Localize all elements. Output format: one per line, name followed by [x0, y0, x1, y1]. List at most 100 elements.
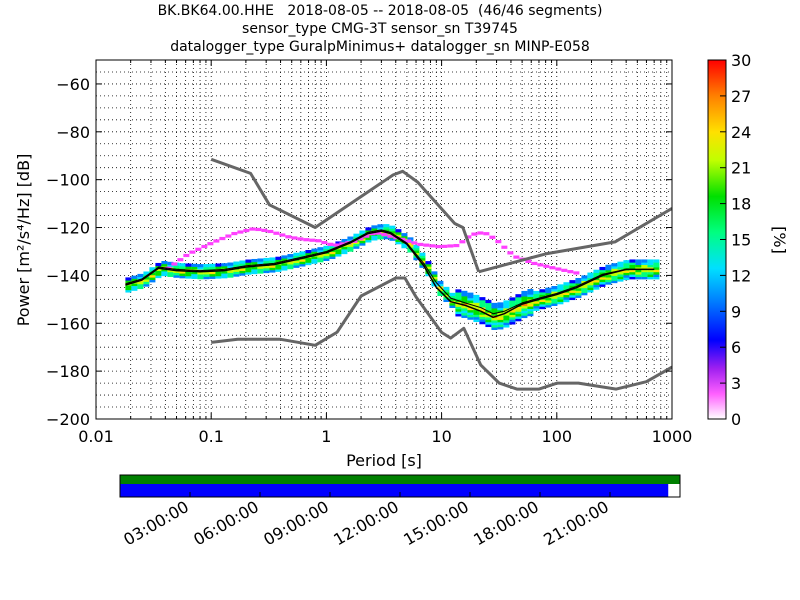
density-cell	[197, 271, 204, 275]
density-cell	[641, 261, 648, 266]
density-cell	[563, 291, 570, 296]
density-cell	[641, 266, 648, 270]
density-cell	[233, 261, 240, 265]
density-cell-tail	[459, 240, 466, 244]
density-cell	[653, 261, 660, 266]
density-cell	[479, 301, 486, 306]
density-cell	[269, 257, 276, 261]
density-cell	[599, 269, 606, 273]
density-cell	[653, 259, 660, 263]
density-cell	[437, 288, 444, 292]
title-line-3: datalogger_type GuralpMinimus+ datalogge…	[170, 39, 590, 55]
density-cell	[413, 256, 420, 261]
density-cell	[515, 308, 522, 312]
density-cell	[473, 299, 480, 303]
y-tick-label: −80	[56, 123, 90, 142]
density-cell	[191, 273, 198, 277]
density-cell	[299, 263, 306, 267]
density-cell	[347, 248, 354, 252]
density-cell	[593, 279, 600, 283]
density-cell	[605, 276, 612, 280]
density-cell	[149, 276, 156, 280]
density-cell	[527, 301, 534, 305]
density-cell	[197, 266, 204, 270]
density-cell	[443, 286, 450, 291]
density-cell-tail	[255, 227, 262, 232]
density-cell	[257, 268, 264, 272]
density-cell	[131, 282, 138, 287]
density-cell	[215, 263, 222, 267]
density-cell	[311, 250, 318, 255]
density-cell	[299, 260, 306, 265]
density-cell	[605, 279, 612, 283]
density-cell	[533, 295, 540, 299]
density-cell	[587, 277, 594, 281]
density-cell	[545, 287, 552, 291]
density-cell	[551, 297, 558, 302]
density-cell	[527, 305, 534, 310]
density-cell	[395, 231, 402, 235]
density-cell	[311, 255, 318, 259]
density-cell-tail	[465, 235, 472, 239]
density-cell	[599, 281, 606, 285]
density-cell	[635, 271, 642, 275]
density-cell	[455, 310, 462, 315]
x-tick-label: 0.1	[198, 427, 223, 446]
density-cell-tail	[213, 239, 220, 243]
density-cell	[347, 246, 354, 250]
density-cell	[491, 310, 498, 314]
y-tick-label: −140	[46, 266, 90, 285]
density-cell	[329, 251, 336, 255]
colorbar-tick-label: 21	[731, 159, 751, 178]
density-cell	[191, 263, 198, 267]
colorbar-tick-label: 18	[731, 195, 751, 214]
density-cell-tail	[447, 244, 454, 248]
density-cell	[641, 273, 648, 277]
density-cell	[629, 271, 636, 275]
density-cell	[455, 289, 462, 293]
density-cell	[653, 269, 660, 273]
density-cell	[149, 279, 156, 283]
density-cell	[473, 309, 480, 313]
density-cell	[323, 245, 330, 249]
density-cell	[593, 286, 600, 290]
density-cell	[401, 242, 408, 246]
density-cell	[545, 299, 552, 303]
density-cell	[209, 270, 216, 275]
density-cell	[359, 240, 366, 244]
density-cell	[623, 269, 630, 273]
colorbar-tick-label: 30	[731, 51, 751, 70]
density-cell	[491, 317, 498, 321]
density-cell-tail	[501, 245, 508, 249]
density-cell	[281, 262, 288, 266]
curves	[125, 157, 672, 391]
density-cell	[497, 323, 504, 328]
density-cell	[533, 307, 540, 311]
density-cell	[605, 274, 612, 278]
density-cell	[221, 263, 228, 267]
density-cell	[143, 276, 150, 280]
density-cell	[227, 274, 234, 278]
density-cell	[257, 258, 264, 262]
density-cell	[605, 264, 612, 268]
x-tick-label: 1	[321, 427, 331, 446]
density-cell-tail	[543, 264, 550, 268]
density-cell	[485, 307, 492, 311]
density-cell	[143, 271, 150, 275]
density-cell-tail	[309, 238, 316, 242]
density-cell	[485, 316, 492, 320]
density-cell	[149, 272, 156, 276]
density-cell	[647, 276, 654, 280]
density-cell	[209, 263, 216, 267]
density-cell	[431, 271, 438, 275]
density-cell	[581, 287, 588, 291]
density-cell	[131, 287, 138, 291]
density-cell	[515, 310, 522, 315]
density-cell	[581, 275, 588, 279]
colorbar-label: [%]	[770, 226, 789, 254]
density-cell	[509, 304, 516, 308]
density-cell	[137, 281, 144, 285]
density-cell	[419, 255, 426, 259]
density-cell	[569, 292, 576, 296]
density-cell	[395, 233, 402, 238]
